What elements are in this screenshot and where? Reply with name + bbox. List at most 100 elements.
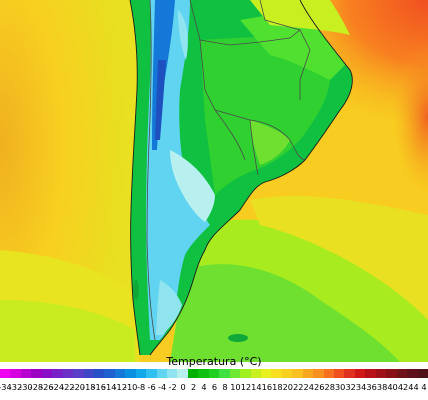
colorbar-swatch (10, 369, 21, 378)
colorbar-swatch (114, 369, 126, 378)
tick-label: 20 (282, 382, 294, 392)
tick-label: 30 (334, 382, 346, 392)
tick-label: 28 (324, 382, 335, 392)
colorbar-swatch (354, 369, 366, 378)
colorbar-swatch (93, 369, 105, 378)
colorbar-swatch (125, 369, 136, 378)
tick-label: 18 (272, 382, 283, 392)
tick-label: -12 (113, 382, 127, 392)
andes-very-cold (155, 60, 166, 140)
colorbar-swatch (31, 369, 42, 378)
colorbar-swatch (229, 369, 241, 378)
south-atlantic-green (170, 264, 400, 362)
northwest-cyan-patch (178, 10, 188, 60)
colorbar-swatch (365, 369, 376, 378)
northern-yellow-land (250, 0, 350, 35)
tick-label: 10 (230, 382, 241, 392)
colorbar-swatch (386, 369, 397, 378)
colorbar-swatch (250, 369, 261, 378)
colorbar-swatch (198, 369, 209, 378)
tick-label: -16 (92, 382, 106, 392)
tick-label: 32 (345, 382, 356, 392)
tick-label: -24 (50, 382, 65, 392)
colorbar-swatch (313, 369, 324, 378)
colorbar-swatch (0, 369, 11, 378)
tick-label: 44 (408, 382, 419, 392)
land-green-east (240, 10, 345, 80)
colorbar-swatch (208, 369, 220, 378)
tick-label: 34 (355, 382, 367, 392)
tick-label: -26 (40, 382, 54, 392)
plateau-pale-cyan (170, 150, 215, 222)
tick-label: 12 (240, 382, 252, 392)
tick-label: 0 (180, 382, 186, 392)
falkland-islands (228, 334, 248, 342)
colorbar-swatch (177, 369, 188, 378)
southern-ocean-lime (0, 300, 135, 362)
tick-label: 14 (251, 382, 262, 392)
tick-label: -22 (61, 382, 75, 392)
colorbar-swatch (20, 369, 32, 378)
tick-label: 26 (314, 382, 325, 392)
tick-label: -32 (8, 382, 23, 392)
colorbar-swatch (323, 369, 334, 378)
tick-label: 8 (222, 382, 228, 392)
colorbar-swatch (41, 369, 53, 378)
colorbar-swatch (52, 369, 63, 378)
patagonia-pale-cyan (156, 280, 182, 335)
tick-label: 16 (261, 382, 273, 392)
tick-label: 36 (366, 382, 377, 392)
tick-label: -2 (168, 382, 177, 392)
tick-label: -20 (71, 382, 85, 392)
country-borders (146, 0, 311, 341)
tick-label: 6 (211, 382, 218, 392)
tick-label: -6 (147, 382, 156, 392)
colorbar-swatch (396, 369, 408, 378)
tick-label: -30 (19, 382, 33, 392)
colorbar-swatch (73, 369, 84, 378)
colorbar-swatch (83, 369, 94, 378)
colorbar-swatch (281, 369, 293, 378)
chiloe-island (133, 280, 139, 300)
legend-colorbar (0, 369, 428, 378)
colorbar-swatch (135, 369, 147, 378)
tick-label: 42 (397, 382, 409, 392)
tick-label: 22 (293, 382, 304, 392)
colorbar-swatch (219, 369, 230, 378)
coastline (129, 0, 353, 356)
temperature-map (0, 0, 428, 362)
colorbar-swatch (260, 369, 272, 378)
land-light-green (200, 35, 330, 195)
tick-label: 4 (201, 382, 207, 392)
tick-label: 38 (376, 382, 388, 392)
colorbar-swatch (292, 369, 303, 378)
colorbar-swatch (271, 369, 282, 378)
colorbar-swatch (417, 369, 428, 378)
colorbar-swatch (104, 369, 115, 378)
colorbar-swatch (156, 369, 167, 378)
tick-label: -34 (0, 382, 12, 392)
colorbar-swatch (167, 369, 178, 378)
tick-label: 2 (190, 382, 197, 392)
tick-label: -10 (124, 382, 138, 392)
tick-label: -28 (29, 382, 44, 392)
colorbar-swatch (146, 369, 157, 378)
colorbar-swatch (187, 369, 199, 378)
colorbar-swatch (302, 369, 314, 378)
legend-tick-labels: -34-32-30-28-26-24-22-20-18-16-14-12-10-… (0, 382, 428, 396)
tick-label: 4 (421, 382, 427, 392)
tick-label: -18 (82, 382, 96, 392)
tick-label: -8 (137, 382, 146, 392)
legend-title: Temperatura (°C) (166, 355, 262, 368)
tick-label: 24 (303, 382, 314, 392)
colorbar-swatch (344, 369, 355, 378)
tick-label: -4 (158, 382, 167, 392)
colorbar-swatch (62, 369, 74, 378)
tick-label: -14 (103, 382, 117, 392)
land-lime-belt (250, 120, 290, 165)
colorbar-swatch (407, 369, 418, 378)
colorbar-swatch (240, 369, 251, 378)
tick-label: 40 (387, 382, 398, 392)
colorbar-swatch (334, 369, 345, 378)
colorbar-swatch (375, 369, 387, 378)
